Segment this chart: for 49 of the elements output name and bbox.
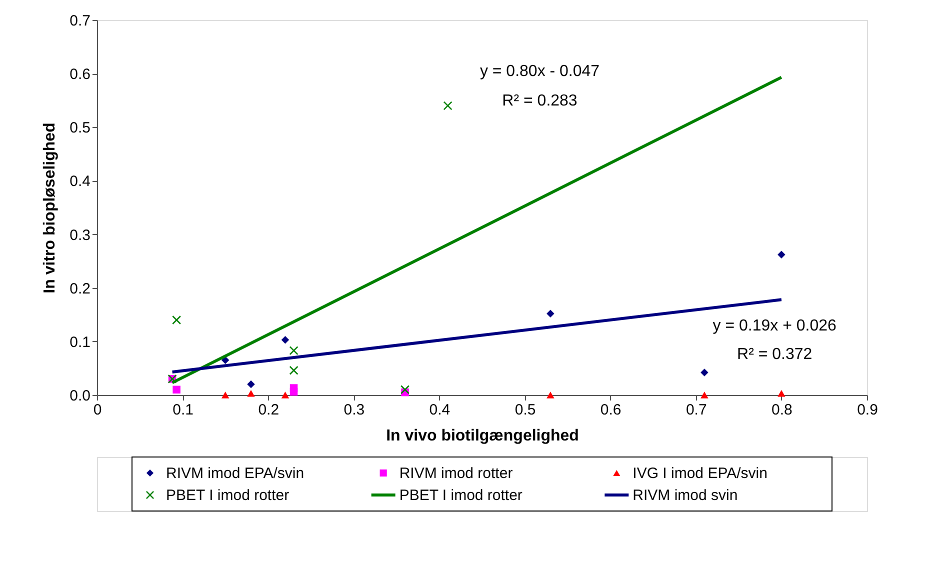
x-tick-label: 0.8	[772, 402, 792, 418]
y-tick-label: 0.1	[70, 334, 90, 351]
point	[281, 336, 290, 344]
point	[290, 388, 298, 396]
point	[221, 356, 230, 364]
y-tick-label: 0.2	[70, 280, 90, 298]
x-tick-label: 0.4	[429, 402, 450, 418]
y-tick-label: 0.5	[70, 120, 90, 137]
point	[400, 385, 410, 394]
point	[247, 390, 255, 397]
point	[247, 380, 255, 388]
legend-label: IVG I imod EPA/svin	[632, 465, 768, 482]
annotation: y = 0.80x - 0.047	[480, 63, 600, 80]
point	[289, 366, 298, 375]
legend-label: RIVM imod EPA/svin	[166, 465, 304, 482]
point	[546, 392, 554, 398]
point	[778, 390, 786, 397]
legend-label: RIVM imod svin	[632, 487, 738, 504]
annotation: R² = 0.283	[502, 92, 578, 110]
point	[289, 346, 298, 356]
point	[700, 392, 708, 398]
x-tick-label: 0.2	[258, 402, 280, 418]
x-tick-label: 0.1	[172, 402, 194, 418]
point	[281, 392, 290, 398]
x-tick-label: 0.3	[344, 402, 365, 418]
x-tick-label: 0.7	[686, 402, 707, 418]
y-tick-label: 0.7	[70, 12, 90, 30]
y-axis-title: In vitro biopløselighed	[42, 122, 59, 294]
point	[700, 368, 708, 376]
x-tick-label: 0.6	[600, 402, 622, 418]
y-tick-label: 0.0	[70, 388, 90, 404]
annotation: y = 0.19x + 0.026	[712, 318, 837, 335]
y-tick-label: 0.6	[70, 66, 90, 84]
point	[546, 310, 554, 318]
point	[443, 101, 452, 110]
y-tick-label: 0.3	[70, 226, 90, 244]
legend-label: PBET I imod rotter	[399, 487, 522, 504]
annotation: R² = 0.372	[737, 346, 812, 363]
x-axis-title: In vivo biotilgængelighed	[386, 428, 579, 444]
point	[172, 386, 180, 394]
point	[172, 315, 182, 325]
legend-label: PBET I imod rotter	[166, 487, 290, 504]
x-tick-label: 0.9	[857, 402, 878, 418]
x-tick-label: 0.5	[514, 402, 536, 418]
legend-label: RIVM imod rotter	[399, 465, 513, 482]
x-tick-label: 0	[93, 402, 102, 418]
point	[778, 250, 786, 259]
point	[221, 392, 230, 398]
y-tick-label: 0.4	[70, 173, 90, 190]
